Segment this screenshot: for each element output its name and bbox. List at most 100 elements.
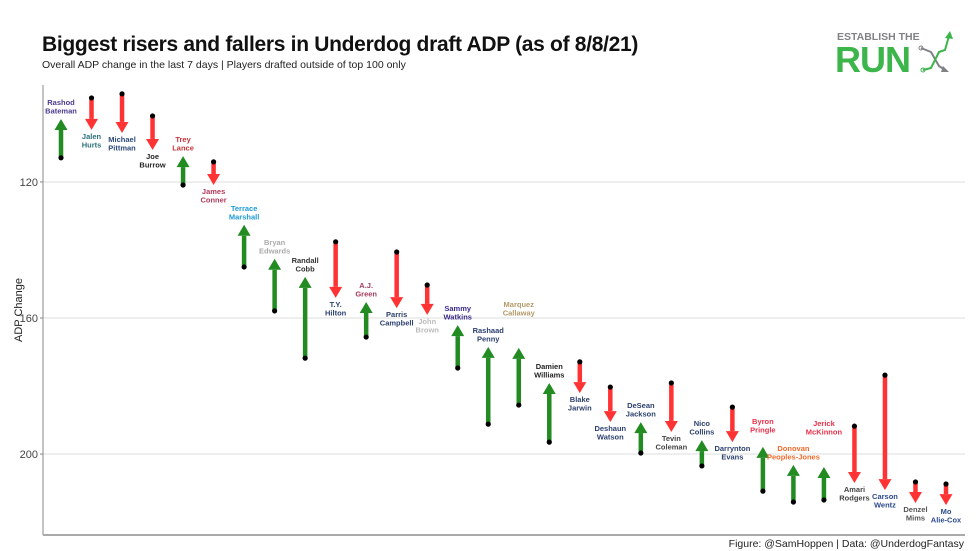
start-point — [455, 365, 461, 371]
start-point — [210, 159, 217, 165]
player-label: Rashaad Penny — [473, 326, 505, 344]
player-label: Rashod Bateman — [45, 98, 77, 116]
player-label: T.Y. Hilton — [325, 300, 347, 318]
start-point — [790, 499, 797, 505]
player-label-line: Evans — [721, 453, 743, 462]
player-label-line: Carson — [872, 492, 898, 501]
player-label: Terrace Marshall — [229, 204, 259, 222]
arrow-head — [664, 420, 678, 432]
y-tick-label: 200 — [20, 449, 38, 461]
player-label: Nico Collins — [689, 419, 714, 437]
start-point — [668, 380, 674, 386]
arrow-head — [939, 494, 953, 506]
chart-title: Biggest risers and fallers in Underdog d… — [42, 33, 639, 56]
start-point — [638, 450, 644, 456]
player-label-line: Pringle — [750, 425, 775, 434]
player-label: Damien Williams — [534, 362, 564, 380]
player-label: Blake Jarwin — [568, 395, 592, 413]
start-point — [577, 359, 583, 365]
start-point — [821, 497, 827, 503]
player-label: Randall Cobb — [292, 256, 319, 274]
arrow-head — [634, 422, 648, 434]
start-point — [729, 404, 735, 410]
chart-subtitle: Overall ADP change in the last 7 days | … — [42, 59, 406, 71]
player-label-line: Campbell — [380, 319, 414, 328]
player-label-line: Cobb — [296, 264, 316, 273]
arrow-head — [481, 346, 495, 358]
player-label-line: Nico — [694, 419, 711, 428]
player-label: Jerick McKinnon — [806, 419, 843, 437]
player-label-line: Penny — [477, 334, 500, 343]
start-point — [485, 421, 491, 427]
player-label: A.J. Green — [355, 281, 377, 299]
arrow-head — [786, 464, 800, 476]
player-label-line: Joe — [146, 152, 159, 161]
player-label-line: Peoples-Jones — [767, 452, 820, 461]
arrow-head — [908, 492, 922, 504]
start-point — [851, 423, 858, 429]
player-label: Tevin Coleman — [656, 434, 688, 452]
player-label: Denzel Mims — [903, 505, 927, 523]
arrow-head — [390, 297, 404, 309]
player-label-line: Watkins — [443, 313, 471, 322]
player-label-line: T.Y. — [330, 300, 342, 309]
start-point — [363, 334, 369, 340]
player-label-line: Marshall — [229, 212, 259, 221]
player-label-line: Alie-Cox — [931, 516, 962, 525]
chart-caption: Figure: @SamHoppen | Data: @UnderdogFant… — [728, 538, 964, 550]
player-label-line: Trey — [175, 135, 191, 144]
arrow-head — [146, 138, 160, 150]
player-label-line: Jarwin — [568, 404, 592, 413]
player-label-line: John — [418, 317, 436, 326]
arrow-head — [115, 121, 129, 133]
arrow-head — [268, 258, 282, 270]
start-point — [516, 402, 522, 408]
y-axis-label: ADP Change — [13, 278, 25, 342]
player-label: Donovan Peoples-Jones — [767, 444, 820, 462]
start-point — [119, 91, 125, 97]
player-label-line: Coleman — [656, 442, 688, 451]
player-label-line: Callaway — [503, 308, 536, 317]
y-tick-label: 160 — [20, 313, 38, 325]
arrow-head — [512, 347, 526, 359]
player-label: Sammy Watkins — [443, 304, 471, 322]
player-label: Jalen Hurts — [82, 132, 102, 150]
player-label-line: Randall — [292, 256, 319, 265]
player-label-line: Williams — [534, 370, 564, 379]
player-label-line: Marquez — [504, 300, 535, 309]
player-label: Bryan Edwards — [259, 238, 290, 256]
start-point — [699, 463, 705, 469]
establish-the-run-logo: ESTABLISH THE RUN — [835, 31, 953, 75]
player-label: Michael Pittman — [108, 135, 136, 153]
player-label-line: Lance — [172, 144, 194, 153]
player-label-line: Donovan — [777, 444, 810, 453]
arrow-head — [573, 382, 587, 394]
player-label: Trey Lance — [172, 135, 194, 153]
player-label: DeSean Jackson — [626, 401, 656, 419]
start-point — [58, 155, 64, 161]
player-label-line: James — [202, 187, 225, 196]
player-label-line: Edwards — [259, 246, 290, 255]
start-point — [272, 308, 278, 314]
arrow-head — [207, 174, 221, 185]
player-label-line: Green — [355, 290, 377, 299]
player-label-line: Parris — [386, 310, 407, 319]
y-tick-label: 120 — [20, 177, 38, 189]
arrow-head — [451, 325, 465, 337]
arrow-head — [237, 224, 251, 236]
player-label-line: Rashod — [47, 98, 75, 107]
player-label-line: Watson — [597, 433, 624, 442]
arrow-head — [695, 440, 709, 452]
arrow-head — [603, 411, 617, 423]
player-label-line: Pittman — [108, 143, 136, 152]
player-label-line: Hurts — [82, 140, 102, 149]
player-label: James Conner — [200, 187, 226, 205]
player-label: Amari Rodgers — [839, 485, 869, 503]
player-label-line: Byron — [752, 417, 774, 426]
player-label: Mo Alie-Cox — [931, 507, 962, 525]
arrow-head — [359, 302, 373, 314]
player-label-line: McKinnon — [806, 427, 843, 436]
player-label-line: Damien — [536, 362, 564, 371]
arrow-head — [817, 466, 831, 478]
